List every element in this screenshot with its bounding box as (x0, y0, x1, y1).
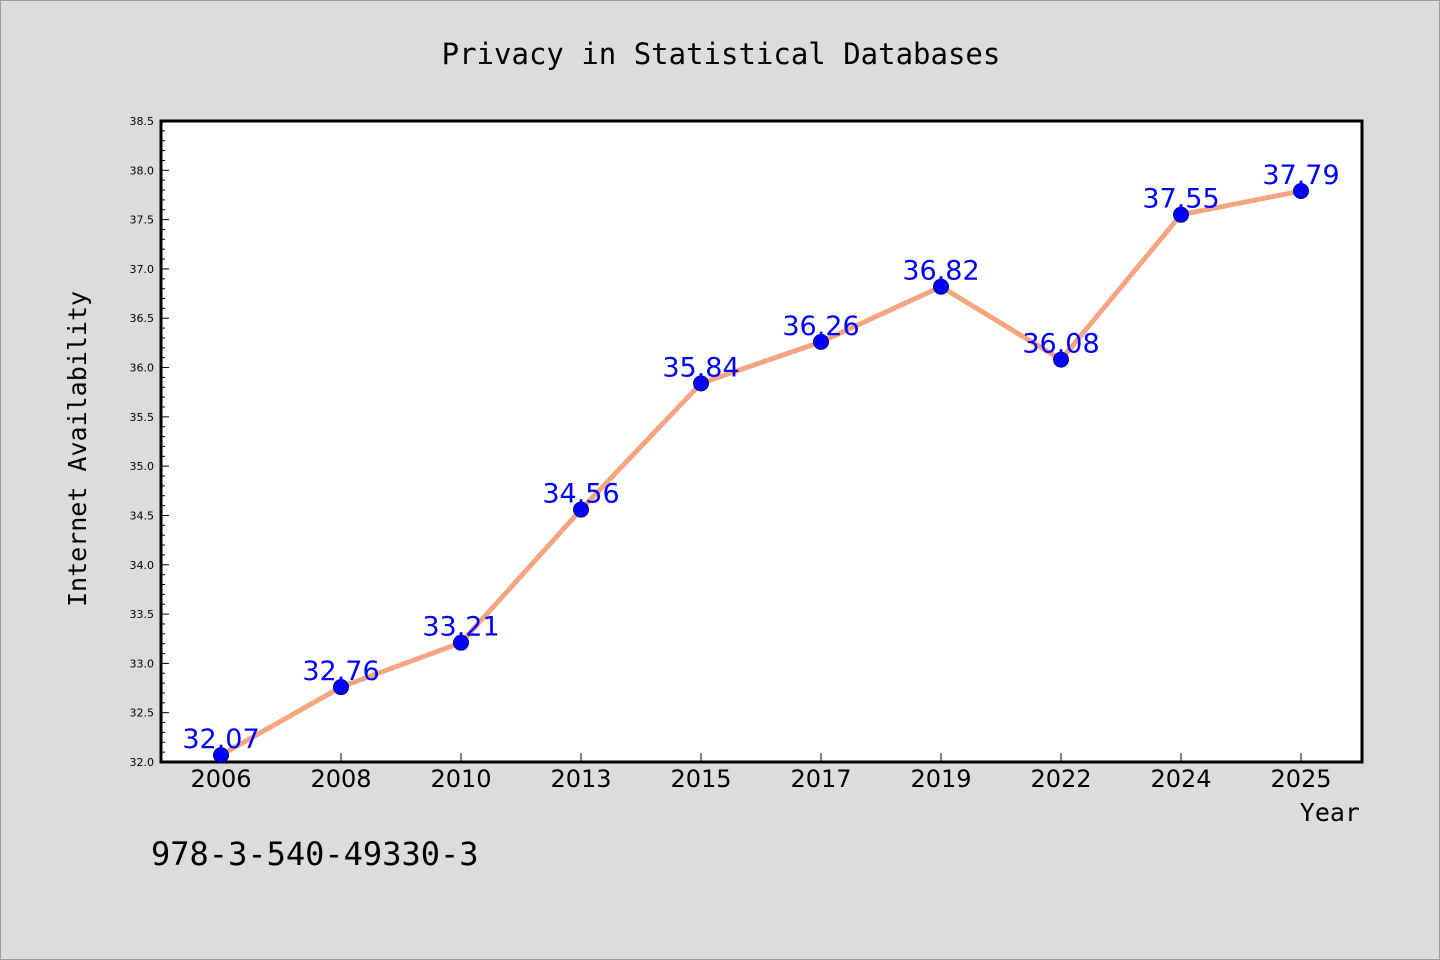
data-label: 37.55 (1142, 184, 1219, 215)
x-tick-label: 2024 (1150, 765, 1211, 793)
y-tick-label: 32.0 (130, 756, 155, 769)
x-tick-label: 2019 (910, 765, 971, 793)
x-tick-label: 2022 (1030, 765, 1091, 793)
y-tick-label: 32.5 (130, 707, 155, 720)
data-label: 33.21 (422, 612, 499, 643)
data-point (693, 375, 709, 392)
plot-area (159, 119, 1364, 764)
y-tick-label: 35.5 (130, 411, 155, 424)
data-point (1053, 351, 1069, 368)
y-tick-label: 36.0 (130, 362, 155, 375)
data-label: 37.79 (1262, 160, 1339, 191)
data-label: 35.84 (662, 352, 739, 383)
y-tick-label: 38.5 (130, 115, 155, 128)
data-label: 36.08 (1022, 329, 1099, 360)
series-layer: 32.07 32.76 33.21 34.56 35.84 36.26 36.82 36.08… (182, 160, 1340, 764)
data-point (453, 634, 469, 651)
x-tick-label: 2008 (310, 765, 371, 793)
x-axis-label: Year (1300, 798, 1360, 827)
y-tick-label: 34.0 (130, 559, 155, 572)
x-axis: 2006 2008 2010 2013 2015 2017 2019 2022 2024 2025 (190, 753, 1332, 793)
data-point (333, 679, 349, 696)
data-label: 32.07 (182, 724, 259, 755)
y-tick-label: 34.5 (130, 509, 155, 522)
x-tick-label: 2006 (190, 765, 251, 793)
y-tick-label: 36.5 (130, 312, 155, 325)
y-tick-label: 33.5 (130, 608, 155, 621)
chart-title: Privacy in Statistical Databases (442, 37, 1001, 71)
y-axis: 32.0 32.5 33.0 33.5 34.0 34.5 35.0 35.5 36.0 36.5… (130, 115, 169, 769)
x-tick-label: 2013 (550, 765, 611, 793)
series-line (218, 188, 1304, 758)
x-tick-label: 2015 (670, 765, 731, 793)
y-tick-label: 37.0 (130, 263, 155, 276)
data-label: 34.56 (542, 479, 619, 510)
x-tick-label: 2010 (430, 765, 491, 793)
x-tick-label: 2017 (790, 765, 851, 793)
data-point (573, 501, 589, 518)
y-axis-label: Internet Availability (63, 291, 92, 607)
data-point (213, 747, 229, 764)
isbn-footnote: 978-3-540-49330-3 (151, 835, 479, 873)
y-tick-label: 37.5 (130, 214, 155, 227)
data-point (1293, 183, 1309, 200)
data-label: 36.82 (902, 256, 979, 287)
data-label: 36.26 (782, 311, 859, 342)
y-tick-label: 38.0 (130, 164, 155, 177)
y-tick-label: 33.0 (130, 657, 155, 670)
data-label: 32.76 (302, 656, 379, 687)
y-tick-label: 35.0 (130, 460, 155, 473)
data-point (1173, 206, 1189, 223)
data-point (813, 333, 829, 350)
data-point (933, 278, 949, 295)
x-tick-label: 2025 (1270, 765, 1331, 793)
